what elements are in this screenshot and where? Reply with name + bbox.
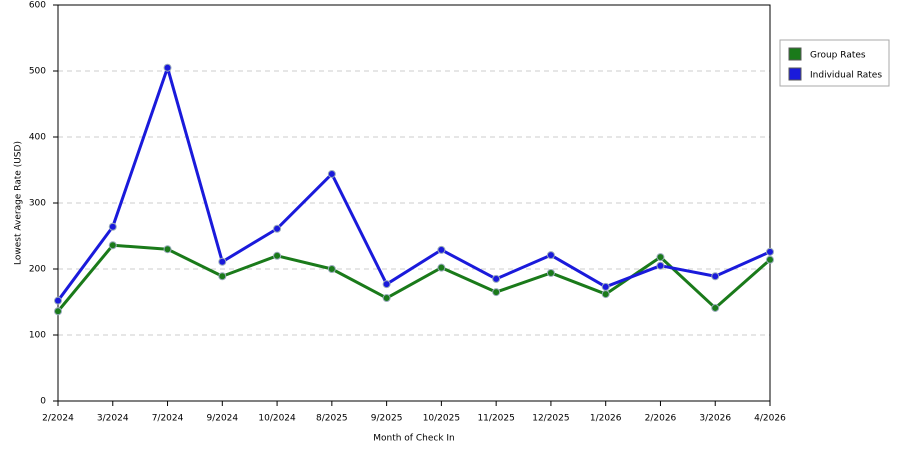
x-tick-label: 2/2024	[42, 414, 74, 424]
y-tick-label: 200	[29, 265, 46, 275]
data-point	[601, 290, 610, 299]
data-point	[327, 265, 336, 273]
x-tick-label: 7/2024	[152, 414, 184, 424]
data-point	[273, 251, 282, 260]
x-tick-label: 8/2025	[316, 414, 348, 424]
x-tick-label: 10/2025	[423, 414, 460, 424]
data-point	[492, 288, 501, 297]
data-point	[601, 282, 610, 291]
legend-label: Individual Rates	[810, 71, 882, 81]
data-point	[54, 307, 62, 316]
data-point	[546, 268, 555, 277]
data-point	[492, 274, 501, 283]
legend-swatch	[788, 47, 802, 61]
series-line	[56, 243, 771, 313]
data-point	[546, 251, 555, 260]
x-tick-label: 4/2026	[754, 414, 786, 424]
data-point	[437, 245, 446, 254]
legend-label: Group Rates	[810, 51, 866, 61]
data-point	[766, 247, 774, 256]
data-point	[54, 296, 62, 305]
y-tick-label: 100	[29, 331, 46, 341]
y-axis-label: Lowest Average Rate (USD)	[14, 141, 24, 265]
data-point	[711, 303, 720, 312]
x-tick-label: 9/2024	[206, 414, 238, 424]
data-point	[218, 257, 227, 266]
y-tick-label: 500	[29, 67, 46, 77]
data-point	[108, 241, 117, 250]
y-tick-label: 0	[40, 397, 46, 407]
legend-swatch	[788, 67, 802, 81]
y-tick-label: 600	[29, 1, 46, 11]
data-point	[382, 280, 391, 289]
data-point	[327, 169, 336, 178]
data-point	[437, 263, 446, 272]
x-tick-label: 11/2025	[477, 414, 514, 424]
x-tick-label: 2/2026	[645, 414, 677, 424]
x-tick-label: 12/2025	[532, 414, 569, 424]
legend: Group Rates Individual Rates	[779, 39, 890, 87]
data-point	[656, 253, 665, 262]
x-tick-label: 3/2026	[699, 414, 731, 424]
data-point	[766, 255, 774, 264]
series-line	[56, 66, 771, 302]
data-point	[711, 272, 720, 281]
data-point	[382, 294, 391, 303]
data-point	[656, 261, 665, 270]
x-tick-label: 3/2024	[97, 414, 129, 424]
x-tick-label: 1/2026	[590, 414, 622, 424]
y-tick-label: 400	[29, 133, 46, 143]
data-point	[218, 272, 227, 281]
data-point	[273, 224, 282, 233]
x-tick-label: 10/2024	[258, 414, 296, 424]
data-point	[163, 245, 172, 254]
data-point	[108, 222, 117, 231]
plot-frame	[57, 4, 771, 402]
x-axis-label: Month of Check In	[373, 434, 455, 444]
data-point	[163, 63, 172, 72]
x-tick-label: 9/2025	[371, 414, 403, 424]
y-tick-label: 300	[29, 199, 46, 209]
